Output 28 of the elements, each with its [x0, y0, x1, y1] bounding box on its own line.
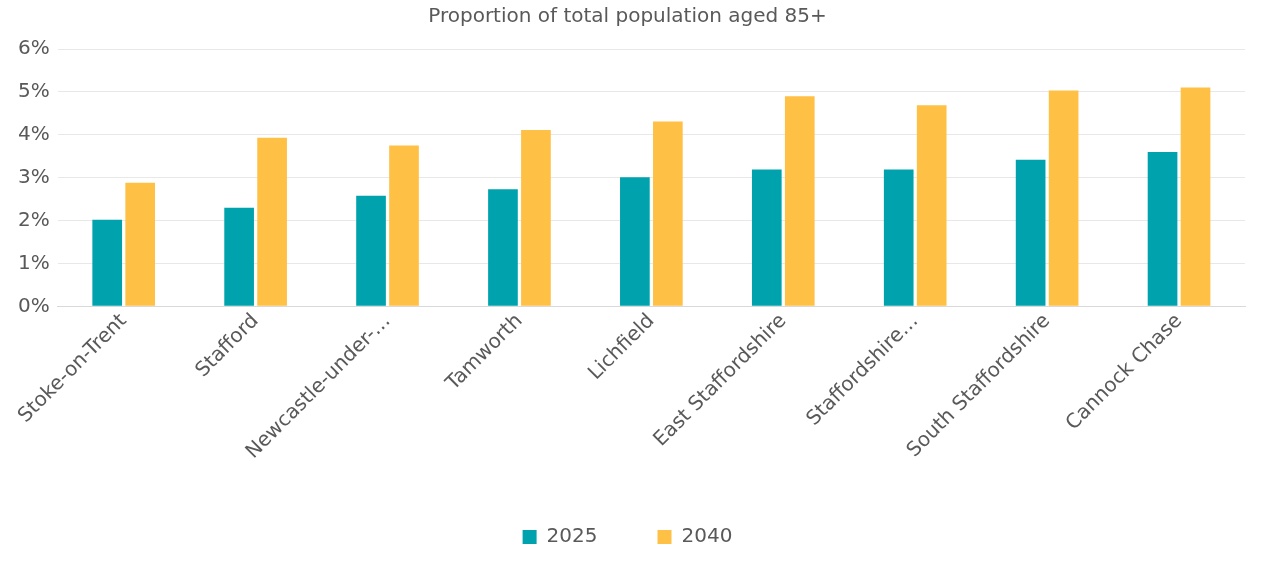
bar — [356, 195, 386, 306]
legend-label: 2025 — [546, 523, 598, 548]
bar — [257, 137, 287, 306]
bar — [916, 105, 947, 306]
bar — [1048, 90, 1079, 306]
bar — [92, 219, 123, 306]
chart-title: Proportion of total population aged 85+ — [428, 3, 827, 28]
bar — [620, 177, 650, 306]
bar — [1015, 159, 1046, 306]
bar — [1147, 151, 1178, 306]
bar — [488, 189, 518, 306]
y-tick-label: 3% — [17, 163, 50, 188]
bar — [784, 96, 815, 306]
y-tick-label: 1% — [17, 249, 50, 274]
y-tick-label: 4% — [17, 120, 50, 145]
bar — [224, 207, 254, 306]
y-tick-label: 6% — [17, 35, 50, 60]
bar — [521, 130, 551, 306]
bar — [883, 169, 914, 306]
bar — [653, 121, 683, 306]
y-tick-label: 2% — [17, 206, 50, 231]
bar — [1180, 87, 1211, 306]
bar — [125, 182, 156, 306]
bar — [389, 145, 419, 306]
legend-label: 2040 — [681, 523, 733, 548]
y-tick-label: 0% — [17, 292, 50, 317]
y-tick-label: 5% — [17, 78, 50, 103]
bar — [751, 169, 782, 306]
